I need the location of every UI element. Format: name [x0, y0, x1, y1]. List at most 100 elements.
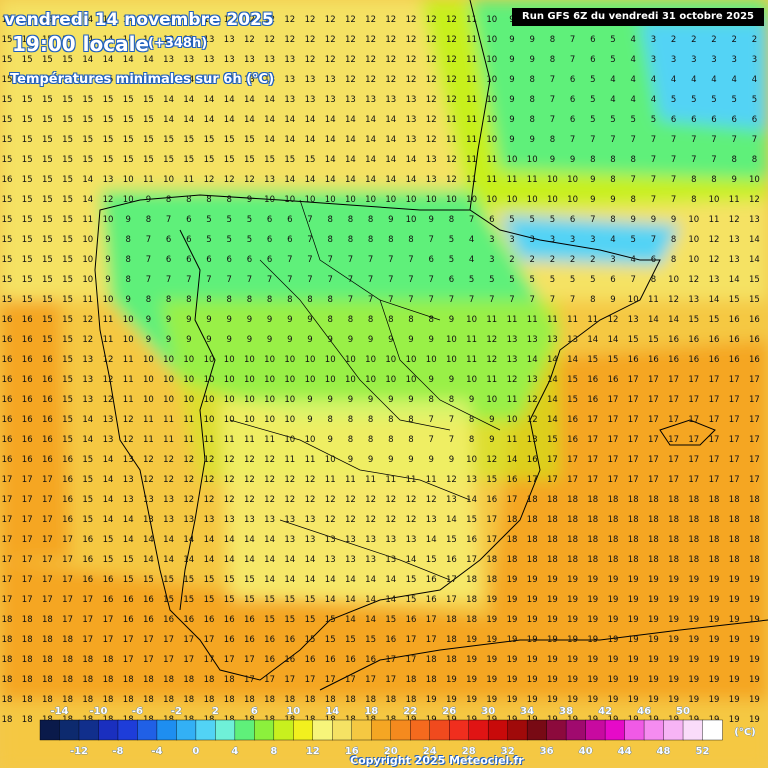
- grid-value: 18: [2, 615, 13, 625]
- grid-value: 15: [103, 115, 114, 125]
- grid-value: 8: [226, 295, 231, 305]
- grid-value: 13: [325, 75, 336, 85]
- grid-value: 13: [224, 75, 235, 85]
- grid-value: 4: [630, 35, 635, 45]
- legend-swatch: [234, 719, 256, 741]
- grid-value: 12: [183, 495, 194, 505]
- grid-value: 19: [688, 655, 699, 665]
- grid-value: 11: [466, 135, 477, 145]
- grid-value: 18: [709, 495, 720, 505]
- grid-value: 15: [2, 15, 13, 25]
- grid-value: 14: [103, 475, 114, 485]
- grid-value: 14: [345, 115, 356, 125]
- grid-value: 10: [486, 95, 497, 105]
- grid-value: 19: [587, 575, 598, 585]
- grid-value: 6: [428, 255, 433, 265]
- grid-value: 7: [388, 255, 393, 265]
- grid-value: 7: [226, 275, 231, 285]
- grid-value: 12: [385, 15, 396, 25]
- grid-value: 12: [183, 475, 194, 485]
- grid-value: 17: [2, 515, 13, 525]
- grid-value: 11: [466, 175, 477, 185]
- grid-value: 18: [224, 695, 235, 705]
- grid-value: 12: [163, 475, 174, 485]
- grid-value: 14: [183, 115, 194, 125]
- grid-value: 14: [224, 535, 235, 545]
- grid-value: 14: [123, 35, 134, 45]
- grid-value: 16: [2, 415, 13, 425]
- grid-value: 12: [325, 515, 336, 525]
- grid-value: 15: [224, 135, 235, 145]
- grid-value: 10: [284, 415, 295, 425]
- grid-value: 14: [547, 355, 558, 365]
- grid-value: 16: [22, 375, 33, 385]
- grid-value: 13: [264, 75, 275, 85]
- grid-value: 17: [648, 455, 659, 465]
- grid-value: 17: [628, 415, 639, 425]
- grid-value: 15: [749, 295, 760, 305]
- grid-value: 18: [668, 495, 679, 505]
- grid-value: 8: [408, 435, 413, 445]
- grid-value: 10: [183, 355, 194, 365]
- warm-orange-west: [0, 300, 70, 560]
- grid-value: 15: [2, 195, 13, 205]
- grid-value: 8: [610, 155, 615, 165]
- grid-value: 8: [408, 315, 413, 325]
- grid-value: 9: [327, 395, 332, 405]
- grid-value: 10: [244, 355, 255, 365]
- grid-value: 9: [287, 335, 292, 345]
- grid-value: 9: [469, 395, 474, 405]
- grid-value: 10: [82, 235, 93, 245]
- grid-value: 6: [287, 235, 292, 245]
- grid-value: 8: [348, 235, 353, 245]
- grid-value: 7: [550, 295, 555, 305]
- grid-value: 8: [408, 235, 413, 245]
- grid-value: 12: [365, 15, 376, 25]
- grid-value: 11: [103, 315, 114, 325]
- grid-value: 19: [486, 675, 497, 685]
- grid-value: 17: [325, 675, 336, 685]
- grid-value: 9: [348, 455, 353, 465]
- grid-value: 9: [509, 35, 514, 45]
- grid-value: 8: [247, 295, 252, 305]
- grid-value: 18: [22, 655, 33, 665]
- grid-value: 5: [691, 95, 696, 105]
- grid-value: 17: [729, 435, 740, 445]
- grid-value: 17: [628, 475, 639, 485]
- grid-value: 13: [244, 515, 255, 525]
- grid-value: 13: [325, 555, 336, 565]
- grid-value: 14: [466, 495, 477, 505]
- grid-value: 19: [527, 695, 538, 705]
- grid-value: 17: [729, 375, 740, 385]
- grid-value: 17: [183, 635, 194, 645]
- grid-value: 14: [82, 15, 93, 25]
- grid-value: 15: [123, 135, 134, 145]
- grid-value: 17: [82, 595, 93, 605]
- grid-value: 18: [22, 715, 33, 725]
- grid-value: 8: [226, 195, 231, 205]
- grid-value: 9: [449, 315, 454, 325]
- grid-value: 8: [529, 95, 534, 105]
- grid-value: 12: [204, 175, 215, 185]
- grid-value: 9: [449, 455, 454, 465]
- grid-value: 18: [2, 695, 13, 705]
- grid-value: 12: [527, 395, 538, 405]
- grid-value: 10: [709, 195, 720, 205]
- grid-value: 19: [527, 635, 538, 645]
- grid-value: 5: [469, 275, 474, 285]
- grid-value: 19: [668, 595, 679, 605]
- grid-value: 3: [651, 55, 656, 65]
- grid-value: 19: [486, 615, 497, 625]
- grid-value: 10: [305, 195, 316, 205]
- grid-value: 9: [105, 235, 110, 245]
- grid-value: 15: [22, 55, 33, 65]
- grid-value: 14: [224, 95, 235, 105]
- grid-value: 14: [204, 95, 215, 105]
- grid-value: 7: [671, 135, 676, 145]
- grid-value: 18: [547, 535, 558, 545]
- france-coastline: [469, 0, 491, 211]
- grid-value: 15: [143, 95, 154, 105]
- grid-value: 19: [749, 635, 760, 645]
- grid-value: 9: [408, 395, 413, 405]
- grid-value: 14: [264, 535, 275, 545]
